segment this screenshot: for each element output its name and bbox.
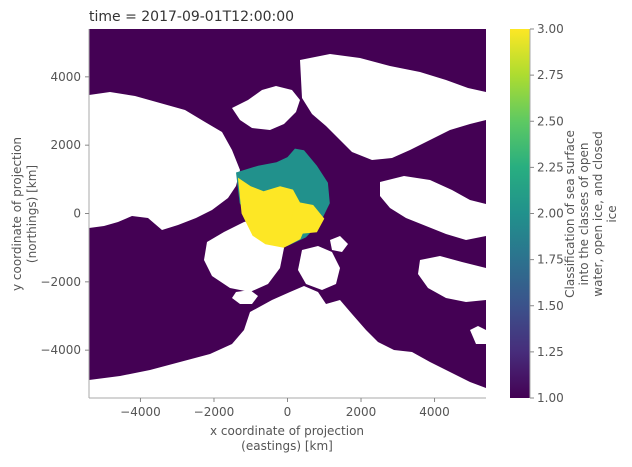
land-asia-east	[418, 256, 486, 302]
colorbar-tick-label: 1.75	[537, 253, 564, 267]
colorbar-ticks: 1.00 1.25 1.50 1.75 2.00 2.25 2.50 2.75 3.00	[530, 22, 564, 405]
colorbar-tick-label: 2.75	[537, 68, 564, 82]
colorbar-tick-label: 2.00	[537, 207, 564, 221]
x-axis-label-line1: x coordinate of projection	[210, 424, 364, 438]
colorbar-tick-label: 1.00	[537, 391, 564, 405]
x-tick-label: 2000	[346, 405, 377, 419]
x-tick-label: 4000	[419, 405, 450, 419]
colorbar-tick-label: 3.00	[537, 22, 564, 36]
y-axis-label-line2: (northings) [km]	[25, 165, 39, 263]
colorbar: 1.00 1.25 1.50 1.75 2.00 2.25 2.50 2.75 3.00 Cla…	[510, 22, 619, 405]
land-far-east	[380, 176, 486, 240]
chart-title: time = 2017-09-01T12:00:00	[89, 9, 294, 25]
y-tick-label: 4000	[50, 70, 81, 84]
y-tick-label: −4000	[40, 343, 81, 357]
colorbar-gradient	[510, 29, 530, 398]
land-europe	[89, 286, 486, 398]
land-iceland	[232, 290, 258, 304]
x-tick-label: −2000	[194, 405, 235, 419]
x-tick-label: −4000	[120, 405, 161, 419]
land-north-america	[89, 92, 240, 230]
colorbar-tick-label: 2.50	[537, 114, 564, 128]
sea-ice-regions	[236, 148, 330, 248]
land-mask	[89, 54, 486, 398]
y-tick-label: 0	[73, 207, 81, 221]
colorbar-label-line4: ice	[605, 205, 619, 222]
ice-region-3	[291, 201, 325, 234]
x-axis-ticks: −4000 −2000 0 2000 4000	[120, 398, 450, 419]
colorbar-label-line2: into the classes of open	[577, 143, 591, 286]
colorbar-tick-label: 1.25	[537, 345, 564, 359]
y-tick-label: −2000	[40, 275, 81, 289]
land-alaska	[232, 86, 300, 130]
land-islands-2	[330, 236, 348, 252]
x-axis-label-line2: (eastings) [km]	[241, 439, 333, 453]
ice-region-2	[237, 177, 308, 248]
colorbar-tick-label: 2.25	[537, 160, 564, 174]
colorbar-label: Classification of sea surface into the c…	[563, 130, 619, 298]
plot-area	[89, 29, 486, 398]
colorbar-label-line3: water, open ice, and closed	[591, 131, 605, 296]
x-tick-label: 0	[284, 405, 292, 419]
land-scandinavia	[298, 246, 340, 290]
y-axis-label-line1: y coordinate of projection	[10, 137, 24, 291]
land-islands-1	[216, 182, 230, 198]
land-islands-3	[470, 326, 486, 344]
land-siberia	[300, 54, 486, 160]
y-axis-ticks: 4000 2000 0 −2000 −4000	[40, 70, 89, 357]
colorbar-label-line1: Classification of sea surface	[563, 130, 577, 298]
colorbar-tick-label: 1.50	[537, 299, 564, 313]
y-tick-label: 2000	[50, 138, 81, 152]
